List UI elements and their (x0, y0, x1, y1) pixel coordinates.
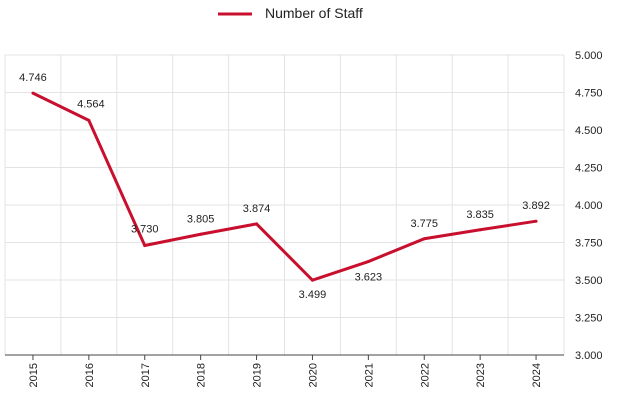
data-point (199, 232, 203, 236)
legend-label: Number of Staff (265, 5, 363, 21)
data-label: 3.892 (522, 200, 550, 212)
x-tick-label: 2017 (140, 363, 152, 387)
series-layer (31, 91, 538, 282)
data-label: 3.805 (187, 213, 215, 225)
data-point (87, 118, 91, 122)
y-tick-label: 3.000 (575, 350, 603, 362)
data-point (534, 219, 538, 223)
x-tick-label: 2018 (196, 363, 208, 387)
y-tick-label: 4.250 (575, 163, 603, 175)
x-tick-label: 2019 (252, 363, 264, 387)
x-tick-label: 2024 (531, 363, 543, 387)
data-label: 3.835 (466, 209, 494, 221)
y-tick-label: 5.000 (575, 50, 603, 62)
legend: Number of Staff (218, 5, 363, 21)
data-point (366, 260, 370, 264)
x-tick-label: 2021 (363, 363, 375, 387)
data-label: 3.730 (131, 224, 159, 236)
y-tick-label: 4.000 (575, 200, 603, 212)
data-label: 3.499 (299, 289, 327, 301)
data-label: 3.775 (410, 218, 438, 230)
y-axis-labels: 3.000 3.250 3.500 3.750 4.000 4.250 4.500 4.750… (575, 50, 603, 362)
data-point (255, 222, 259, 226)
y-tick-label: 3.250 (575, 313, 603, 325)
data-point (478, 228, 482, 232)
data-point (422, 237, 426, 241)
y-tick-label: 3.750 (575, 238, 603, 250)
data-label: 4.564 (77, 98, 105, 110)
x-tick-label: 2022 (419, 363, 431, 387)
data-label: 4.746 (19, 72, 47, 84)
x-tick-label: 2020 (307, 363, 319, 387)
data-label: 3.623 (355, 272, 383, 284)
data-point (310, 278, 314, 282)
grid (4, 54, 565, 355)
axes (5, 354, 564, 360)
y-tick-label: 3.500 (575, 275, 603, 287)
x-tick-label: 2016 (84, 363, 96, 387)
series-line-number-of-staff (32, 91, 537, 282)
x-axis-labels: 2015 2016 2017 2018 2019 2020 2021 2022 2023 2024 (28, 363, 543, 387)
y-tick-label: 4.750 (575, 88, 603, 100)
y-tick-label: 4.500 (575, 125, 603, 137)
data-label: 3.874 (243, 203, 271, 215)
data-point (31, 91, 35, 95)
data-labels: 4.746 4.564 3.730 3.805 3.874 3.499 3.623 3.775… (19, 72, 550, 301)
x-tick-label: 2015 (28, 363, 40, 387)
data-point (143, 244, 147, 247)
x-tick-label: 2023 (475, 363, 487, 387)
